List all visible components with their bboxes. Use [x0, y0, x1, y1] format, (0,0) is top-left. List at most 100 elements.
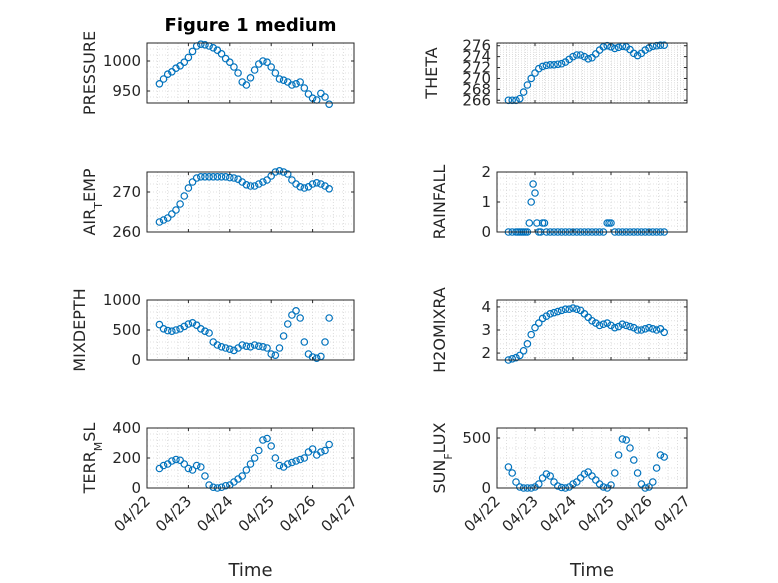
- panel-mixdepth: 0 500 1000 MIXDEPTH: [70, 288, 355, 372]
- data-point: [254, 342, 263, 351]
- data-point: [626, 444, 634, 452]
- data-point: [626, 45, 634, 54]
- data-point: [172, 206, 180, 214]
- x-tick-label: 04/25: [235, 492, 278, 535]
- data-point: [300, 454, 309, 462]
- x-tick-label: 04/26: [613, 492, 656, 535]
- series-theta: [504, 41, 669, 105]
- x-tick-label: 04/24: [193, 492, 236, 535]
- data-point: [213, 173, 222, 181]
- data-point: [584, 468, 593, 476]
- data-point: [531, 323, 539, 332]
- data-point: [629, 323, 638, 332]
- data-point: [180, 322, 189, 331]
- data-point: [184, 464, 193, 473]
- axes-frame: [146, 42, 355, 104]
- y-tick-label: 1000: [103, 52, 141, 70]
- data-point: [542, 470, 551, 478]
- data-point: [519, 88, 528, 96]
- data-point: [660, 41, 669, 49]
- data-point: [626, 322, 634, 331]
- data-point: [614, 322, 623, 331]
- data-point: [172, 64, 180, 73]
- data-point: [629, 49, 638, 58]
- data-point: [205, 173, 213, 181]
- data-point: [180, 58, 189, 67]
- data-point: [155, 218, 164, 226]
- grid: [146, 299, 355, 361]
- data-point: [603, 319, 612, 327]
- data-point: [300, 338, 309, 346]
- data-point: [163, 70, 172, 79]
- data-point: [296, 455, 304, 464]
- data-point: [250, 341, 259, 349]
- axes-frame: [146, 171, 355, 233]
- data-point: [246, 182, 255, 190]
- data-point: [254, 180, 263, 188]
- y-axis-label-part: LUX: [430, 422, 449, 453]
- data-point: [259, 436, 267, 444]
- data-point: [641, 325, 650, 333]
- data-point: [312, 179, 321, 187]
- data-point: [275, 461, 284, 470]
- data-point: [230, 174, 238, 182]
- data-point: [159, 461, 168, 470]
- y-axis-label-part: M: [92, 442, 105, 452]
- data-point: [275, 167, 284, 175]
- data-point: [550, 61, 558, 69]
- data-point: [197, 463, 205, 471]
- y-axis-label-part: T: [92, 202, 105, 210]
- data-point: [557, 59, 566, 68]
- data-point: [168, 457, 176, 465]
- data-point: [607, 321, 615, 330]
- data-point: [275, 344, 284, 352]
- data-point: [188, 318, 197, 327]
- grid: [496, 300, 688, 360]
- y-tick-label: 2: [481, 163, 491, 181]
- x-axis-label: Time: [227, 560, 272, 581]
- data-point: [168, 327, 176, 336]
- data-point: [325, 440, 333, 449]
- data-point: [180, 460, 189, 468]
- data-point: [591, 476, 600, 484]
- panel-sun_flux: 0500SUNFLUX04/2204/2304/2404/2504/2604/2…: [430, 422, 694, 581]
- data-point: [217, 49, 226, 58]
- data-point: [201, 40, 209, 49]
- data-point: [588, 316, 596, 325]
- data-point: [184, 320, 193, 328]
- data-point: [512, 353, 520, 362]
- data-point: [527, 74, 536, 83]
- data-point: [542, 312, 551, 320]
- data-point: [238, 472, 247, 480]
- x-axis-label: Time: [569, 560, 614, 581]
- data-point: [292, 457, 300, 465]
- data-point: [188, 178, 197, 186]
- y-axis-label-part: RAINFALL: [430, 165, 449, 240]
- y-tick-label: 4: [481, 298, 491, 316]
- data-point: [515, 94, 524, 103]
- y-axis-label-part: EMP: [80, 168, 99, 202]
- data-point: [275, 75, 284, 83]
- data-point: [325, 185, 333, 193]
- y-axis-label: SUNFLUX: [430, 422, 455, 493]
- data-point: [553, 307, 562, 316]
- data-point: [610, 323, 619, 332]
- data-point: [531, 69, 539, 77]
- y-axis-label-part: F: [442, 453, 455, 459]
- data-point: [588, 472, 596, 480]
- data-point: [652, 464, 661, 472]
- data-point: [576, 474, 585, 482]
- data-point: [288, 458, 296, 467]
- data-point: [271, 351, 280, 360]
- y-axis-label: RAINFALL: [430, 165, 449, 240]
- data-point: [629, 456, 638, 464]
- data-point: [201, 327, 209, 336]
- data-point: [155, 320, 164, 329]
- data-point: [622, 436, 631, 444]
- series-pressure: [155, 40, 333, 109]
- y-tick-label: 200: [112, 449, 141, 467]
- data-point: [230, 63, 238, 71]
- data-point: [259, 342, 267, 351]
- y-axis-label: TERRMSL: [80, 423, 105, 495]
